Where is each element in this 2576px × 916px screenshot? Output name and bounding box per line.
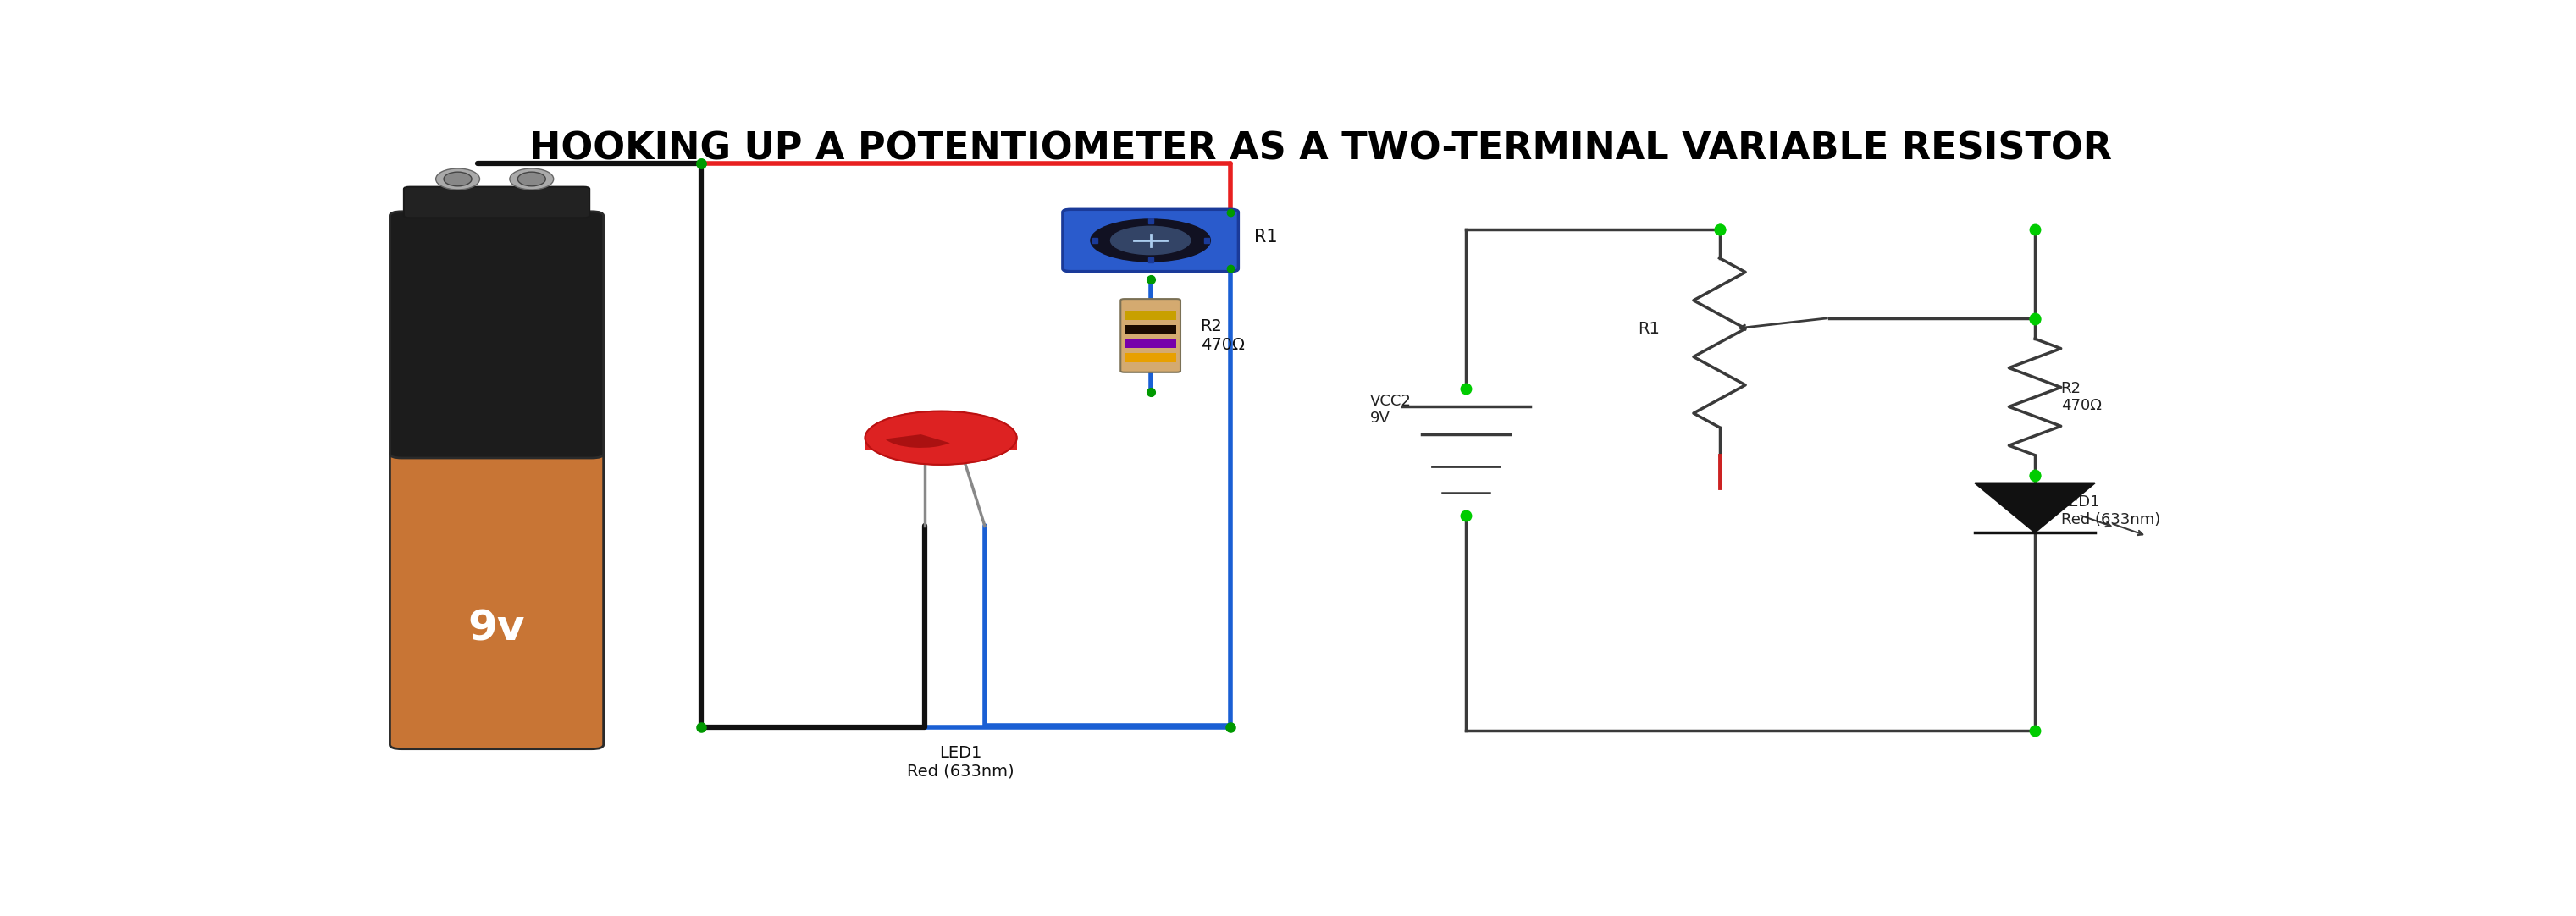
Bar <box>1126 354 1177 363</box>
Ellipse shape <box>510 169 554 190</box>
Circle shape <box>1090 219 1211 262</box>
Ellipse shape <box>518 172 546 186</box>
Circle shape <box>866 411 1018 464</box>
Text: HOOKING UP A POTENTIOMETER AS A TWO-TERMINAL VARIABLE RESISTOR: HOOKING UP A POTENTIOMETER AS A TWO-TERM… <box>528 131 2112 168</box>
Text: R2
470Ω: R2 470Ω <box>2061 380 2102 413</box>
Circle shape <box>1110 226 1190 255</box>
Text: LED1
Red (633nm): LED1 Red (633nm) <box>907 745 1015 780</box>
FancyBboxPatch shape <box>389 450 603 749</box>
FancyBboxPatch shape <box>389 212 603 458</box>
FancyBboxPatch shape <box>1121 299 1180 372</box>
FancyBboxPatch shape <box>1064 210 1239 271</box>
Text: R1: R1 <box>1638 321 1659 336</box>
Text: R1: R1 <box>1255 228 1278 245</box>
Text: 9v: 9v <box>469 608 526 649</box>
Wedge shape <box>886 434 951 448</box>
Bar <box>1126 311 1177 320</box>
Text: VCC2
9V: VCC2 9V <box>1370 393 1412 426</box>
Text: LED1
Red (633nm): LED1 Red (633nm) <box>2061 495 2161 528</box>
Text: R2
470Ω: R2 470Ω <box>1200 318 1244 353</box>
FancyBboxPatch shape <box>404 187 590 218</box>
Bar <box>1126 339 1177 348</box>
Polygon shape <box>1976 483 2094 532</box>
Bar <box>1126 325 1177 334</box>
Bar <box>866 438 1018 450</box>
Ellipse shape <box>435 169 479 190</box>
Ellipse shape <box>443 172 471 186</box>
